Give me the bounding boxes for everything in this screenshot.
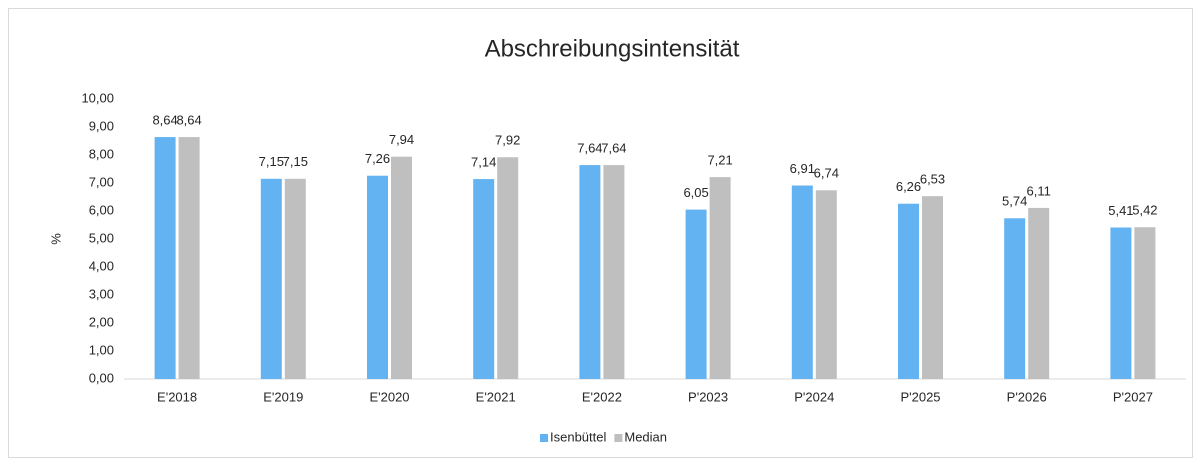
- bar: [154, 137, 176, 379]
- y-tick-label: 10,00: [81, 90, 114, 105]
- value-label: 7,64: [601, 141, 626, 156]
- legend-swatch: [540, 434, 548, 442]
- y-axis-label: %: [48, 233, 63, 245]
- bar: [178, 137, 200, 379]
- bar: [1028, 207, 1050, 379]
- x-tick-label: E'2020: [369, 389, 409, 404]
- y-tick-label: 2,00: [89, 314, 114, 329]
- value-label: 8,64: [152, 113, 177, 128]
- bar: [815, 190, 837, 379]
- x-tick-label: P'2025: [900, 389, 940, 404]
- value-label: 5,41: [1108, 203, 1133, 218]
- value-label: 7,92: [495, 133, 520, 148]
- x-tick-label: E'2019: [263, 389, 303, 404]
- bar: [284, 178, 306, 379]
- value-label: 7,21: [707, 153, 732, 168]
- bar: [791, 185, 813, 379]
- y-tick-label: 3,00: [89, 286, 114, 301]
- chart-border: [8, 8, 1193, 458]
- y-tick-label: 6,00: [89, 202, 114, 217]
- value-label: 7,15: [283, 154, 308, 169]
- value-label: 6,53: [920, 172, 945, 187]
- bar: [685, 209, 707, 379]
- bar: [1134, 227, 1156, 379]
- bar: [709, 177, 731, 379]
- legend-label: Median: [624, 429, 667, 444]
- legend-label: Isenbüttel: [550, 429, 606, 444]
- value-label: 7,15: [259, 154, 284, 169]
- x-tick-label: P'2024: [794, 389, 834, 404]
- x-tick-label: E'2018: [157, 389, 197, 404]
- y-tick-label: 4,00: [89, 258, 114, 273]
- x-tick-label: E'2022: [582, 389, 622, 404]
- value-label: 7,64: [577, 141, 602, 156]
- y-tick-label: 8,00: [89, 146, 114, 161]
- value-label: 7,26: [365, 151, 390, 166]
- bar: [1004, 218, 1026, 379]
- y-tick-label: 1,00: [89, 342, 114, 357]
- y-tick-label: 7,00: [89, 174, 114, 189]
- x-tick-label: P'2023: [688, 389, 728, 404]
- x-tick-label: E'2021: [476, 389, 516, 404]
- legend-swatch: [614, 434, 623, 442]
- value-label: 7,94: [389, 132, 414, 147]
- value-label: 5,42: [1132, 203, 1157, 218]
- y-tick-label: 5,00: [89, 230, 114, 245]
- bar: [922, 196, 943, 379]
- bar: [579, 165, 601, 379]
- value-label: 6,26: [896, 179, 921, 194]
- y-tick-label: 0,00: [89, 370, 114, 385]
- bar: [497, 157, 519, 379]
- y-tick-label: 9,00: [89, 118, 114, 133]
- bar: [367, 175, 388, 379]
- bar: [1110, 227, 1132, 379]
- x-tick-label: P'2027: [1113, 389, 1153, 404]
- value-label: 6,74: [814, 166, 839, 181]
- value-label: 8,64: [176, 113, 201, 128]
- bar: [603, 165, 625, 379]
- bar: [260, 178, 282, 379]
- chart-title: Abschreibungsintensität: [485, 35, 740, 62]
- value-label: 7,14: [471, 155, 496, 170]
- value-label: 6,91: [790, 161, 815, 176]
- value-label: 5,74: [1002, 194, 1027, 209]
- bar: [473, 179, 495, 379]
- bar: [898, 203, 919, 379]
- value-label: 6,05: [683, 185, 708, 200]
- x-tick-label: P'2026: [1007, 389, 1047, 404]
- bar: [391, 156, 412, 379]
- value-label: 6,11: [1027, 183, 1051, 198]
